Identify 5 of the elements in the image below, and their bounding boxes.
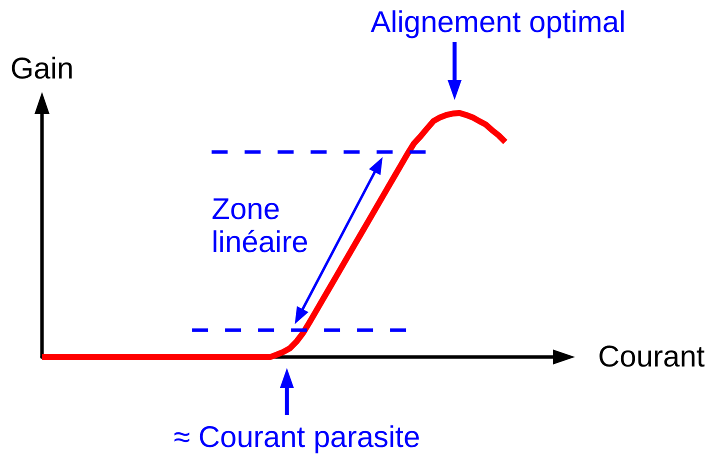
text: Alignement optimal [370, 6, 626, 40]
y-axis-title: Gain [10, 52, 74, 86]
annotation: Zone linéaire [212, 193, 310, 260]
x-axis-title: Courant [598, 340, 706, 374]
text: ≈ Courant parasite [174, 421, 420, 454]
